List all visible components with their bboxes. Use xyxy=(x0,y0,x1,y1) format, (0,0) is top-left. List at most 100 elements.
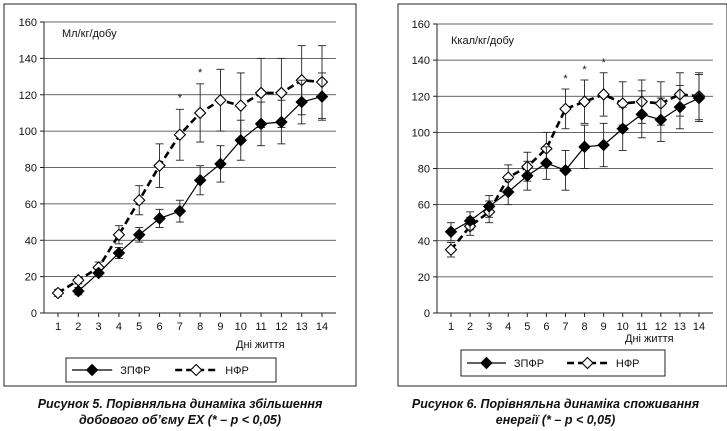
data-point-zpfr xyxy=(635,108,649,121)
chart-frame xyxy=(397,3,727,387)
data-point-zpfr xyxy=(92,266,105,280)
significance-mark: * xyxy=(198,67,203,79)
y-tick-label: 100 xyxy=(412,127,430,139)
data-point-zpfr xyxy=(654,113,668,127)
data-point-nfr xyxy=(254,86,268,100)
unit-label: Мл/кг/добу xyxy=(62,28,117,40)
legend-marker-zpfr xyxy=(480,356,493,370)
data-point-zpfr xyxy=(275,115,288,129)
data-point-zpfr xyxy=(193,173,207,187)
data-point-zpfr xyxy=(295,95,308,109)
data-point-zpfr xyxy=(214,157,227,171)
data-point-zpfr xyxy=(540,156,553,170)
x-tick-label: 4 xyxy=(505,321,511,333)
x-tick-label: 1 xyxy=(55,321,61,333)
significance-mark: * xyxy=(178,92,183,104)
legend-label-nfr: НФР xyxy=(225,365,249,377)
data-point-nfr xyxy=(597,88,610,101)
legend-marker-nfr xyxy=(189,363,203,377)
x-tick-label: 5 xyxy=(136,321,142,333)
data-point-nfr xyxy=(444,243,458,257)
caption-line-1: Рисунок 5. Порівняльна динаміка збільшен… xyxy=(37,397,323,411)
x-tick-label: 9 xyxy=(217,321,223,333)
x-tick-label: 6 xyxy=(156,321,162,333)
data-point-zpfr xyxy=(482,200,496,213)
y-tick-label: 80 xyxy=(418,164,430,176)
y-tick-label: 100 xyxy=(19,126,37,138)
data-point-nfr xyxy=(193,106,207,120)
y-tick-label: 160 xyxy=(412,19,430,31)
data-point-zpfr xyxy=(501,185,515,199)
legend-label-zpfr: ЗПФР xyxy=(120,365,150,377)
y-tick-label: 60 xyxy=(25,199,37,211)
x-tick-label: 2 xyxy=(75,321,81,333)
data-point-zpfr xyxy=(692,91,706,105)
y-tick-label: 0 xyxy=(424,308,430,320)
data-point-nfr xyxy=(51,286,65,300)
data-point-zpfr xyxy=(234,133,248,147)
significance-mark: * xyxy=(582,64,587,76)
significance-mark: * xyxy=(601,57,606,69)
data-point-zpfr xyxy=(254,117,268,131)
y-tick-label: 120 xyxy=(412,91,430,103)
data-point-zpfr xyxy=(72,284,85,298)
y-tick-label: 140 xyxy=(19,53,37,65)
x-tick-label: 12 xyxy=(275,321,287,333)
data-point-zpfr xyxy=(673,100,687,114)
x-tick-label: 11 xyxy=(636,321,647,333)
x-tick-label: 14 xyxy=(693,321,705,333)
legend-label-zpfr: ЗПФР xyxy=(514,358,544,370)
data-point-zpfr xyxy=(521,169,534,183)
x-tick-label: 5 xyxy=(524,321,530,333)
data-point-zpfr xyxy=(616,122,629,136)
data-point-nfr xyxy=(132,193,146,207)
data-point-zpfr xyxy=(112,246,126,260)
legend-marker-nfr xyxy=(581,356,594,370)
data-point-zpfr xyxy=(153,212,166,225)
x-tick-label: 8 xyxy=(197,321,203,333)
x-tick-label: 2 xyxy=(467,321,473,333)
y-tick-label: 60 xyxy=(418,200,430,212)
x-tick-label: 7 xyxy=(177,321,183,333)
figure-5-caption: Рисунок 5. Порівняльна динаміка збільшен… xyxy=(0,396,360,428)
figure-6-caption: Рисунок 6. Порівняльна динаміка споживан… xyxy=(384,396,727,428)
x-tick-label: 14 xyxy=(316,321,328,333)
y-tick-label: 40 xyxy=(25,235,37,247)
x-tick-label: 1 xyxy=(448,321,454,333)
x-tick-label: 13 xyxy=(296,321,308,333)
series-line-nfr xyxy=(57,78,323,295)
y-tick-label: 80 xyxy=(25,163,37,175)
data-point-nfr xyxy=(559,102,572,116)
data-point-nfr xyxy=(173,128,187,142)
x-tick-label: 13 xyxy=(674,321,686,333)
legend-marker-zpfr xyxy=(85,363,99,377)
data-point-zpfr xyxy=(463,214,477,228)
y-tick-label: 160 xyxy=(19,17,37,29)
x-tick-label: 8 xyxy=(581,321,587,333)
legend-label-nfr: НФР xyxy=(616,358,640,370)
x-tick-label: 3 xyxy=(486,321,492,333)
x-tick-label: 10 xyxy=(235,321,247,333)
chart-frame xyxy=(3,3,357,387)
y-tick-label: 120 xyxy=(19,90,37,102)
x-tick-label: 4 xyxy=(116,321,122,333)
x-tick-label: 9 xyxy=(601,321,607,333)
data-point-nfr xyxy=(153,159,166,172)
data-point-zpfr xyxy=(444,225,458,238)
y-tick-label: 0 xyxy=(31,308,37,320)
data-point-zpfr xyxy=(315,90,329,103)
x-tick-label: 7 xyxy=(562,321,568,333)
caption-line-1: Рисунок 6. Порівняльна динаміка споживан… xyxy=(411,397,700,411)
data-point-nfr xyxy=(234,99,248,112)
x-tick-label: 10 xyxy=(617,321,629,333)
x-tick-label: 12 xyxy=(655,321,667,333)
significance-mark: * xyxy=(563,73,568,85)
y-tick-label: 40 xyxy=(418,236,430,248)
data-point-nfr xyxy=(112,228,126,242)
x-tick-label: 3 xyxy=(96,321,102,333)
x-tick-label: 6 xyxy=(543,321,549,333)
data-point-nfr xyxy=(275,86,288,100)
unit-label: Ккал/кг/добу xyxy=(451,35,515,47)
